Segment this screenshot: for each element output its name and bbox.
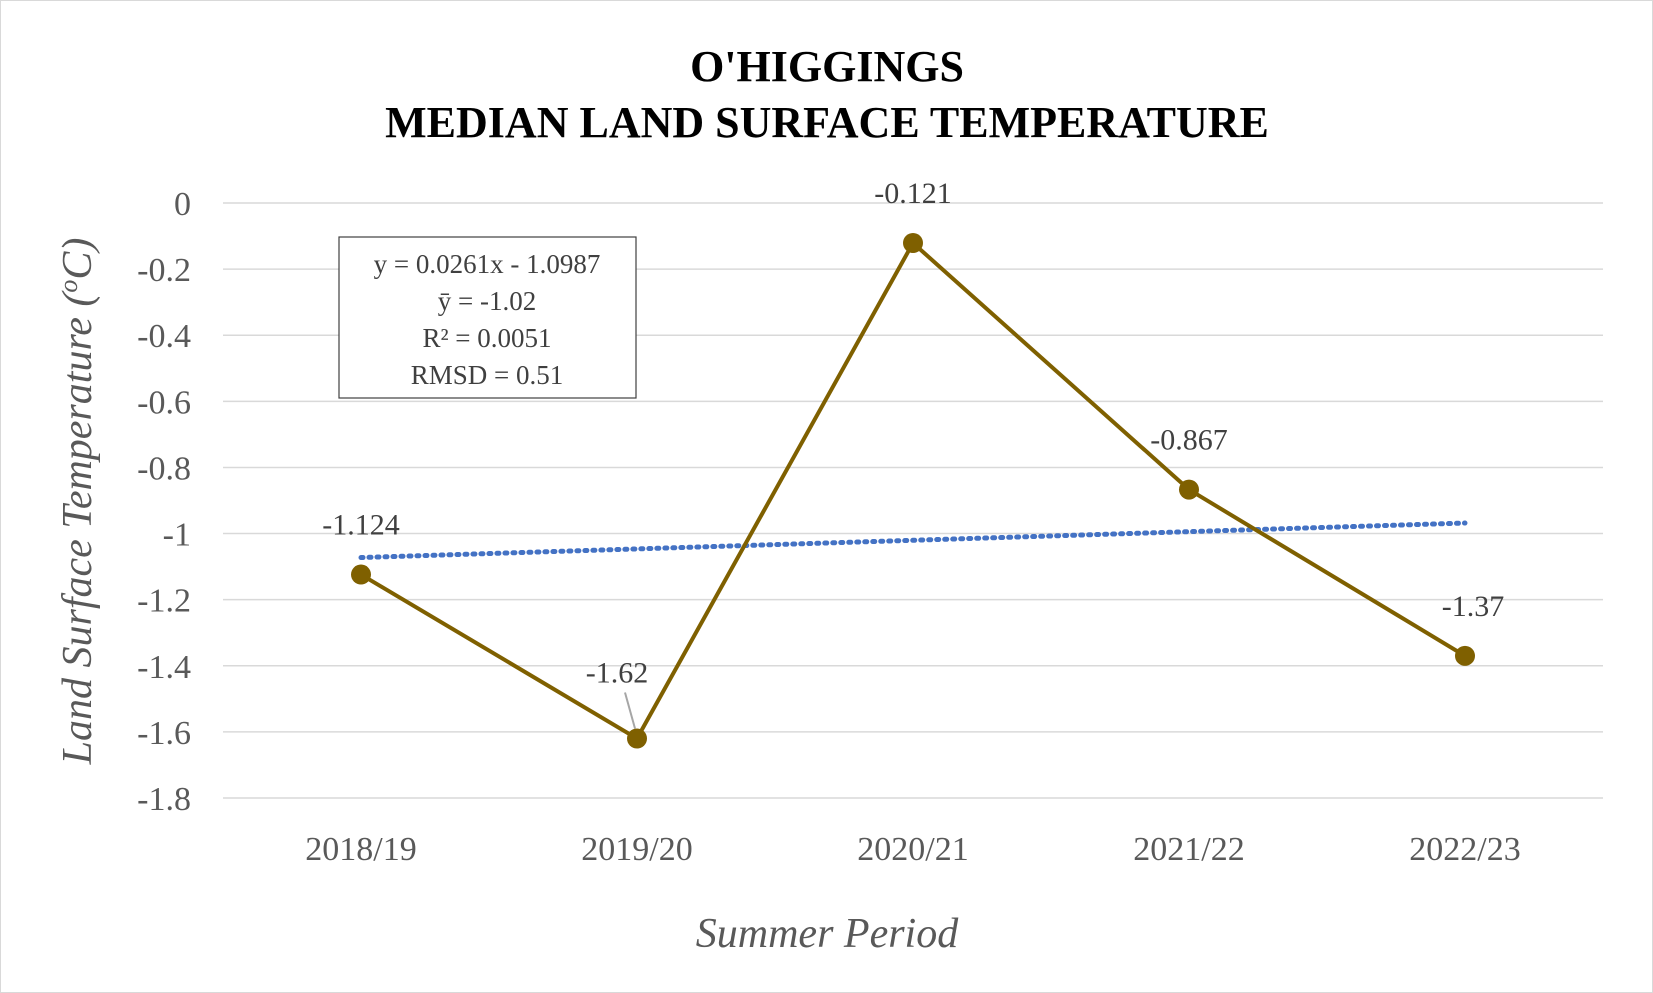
y-axis-label-end: C) — [55, 238, 101, 280]
x-tick-label: 2022/23 — [1409, 831, 1520, 868]
y-axis-label-sup: o — [54, 280, 83, 293]
y-tick-label: -1.4 — [137, 649, 191, 686]
data-point — [1455, 645, 1475, 666]
data-point — [627, 728, 647, 749]
y-axis-label-main: Land Surface Temperature ( — [55, 290, 101, 766]
y-tick-labels: 0 -0.2 -0.4 -0.6 -0.8 -1 -1.2 -1.4 -1.6 -1.8 — [137, 186, 191, 818]
y-tick-label: -1.2 — [137, 583, 191, 620]
stats-box: y = 0.0261x - 1.0987 ȳ = -1.02 R² = 0.00… — [338, 236, 637, 399]
data-labels: -1.124 -1.62 -0.121 -0.867 -1.37 — [322, 177, 1504, 729]
x-tick-label: 2021/22 — [1133, 831, 1244, 868]
stats-box-border — [338, 236, 637, 399]
data-label: -1.62 — [586, 657, 649, 690]
chart-title-line2: MEDIAN LAND SURFACE TEMPERATURE — [385, 98, 1269, 147]
chart-title-line1: O'HIGGINGS — [690, 42, 964, 91]
data-point — [1179, 479, 1199, 500]
data-label-leader — [624, 692, 636, 729]
x-tick-label: 2020/21 — [857, 831, 968, 868]
stats-equation: y = 0.0261x - 1.0987 — [374, 249, 601, 279]
data-label: -0.121 — [874, 177, 952, 210]
y-tick-label: -1 — [163, 517, 191, 554]
y-tick-label: -0.6 — [137, 384, 191, 421]
y-tick-label: -1.6 — [137, 715, 191, 752]
stats-rmsd: RMSD = 0.51 — [411, 360, 564, 390]
y-tick-label: -0.8 — [137, 450, 191, 487]
stats-r2: R² = 0.0051 — [422, 323, 551, 353]
y-tick-label: -0.2 — [137, 252, 191, 289]
x-tick-label: 2019/20 — [581, 831, 692, 868]
x-tick-label: 2018/19 — [305, 831, 416, 868]
data-label: -0.867 — [1150, 424, 1228, 457]
y-tick-label: 0 — [174, 186, 191, 223]
x-tick-labels: 2018/19 2019/20 2020/21 2021/22 2022/23 — [305, 831, 1520, 868]
stats-mean: ȳ = -1.02 — [438, 286, 536, 316]
data-label: -1.124 — [322, 509, 400, 542]
y-tick-label: -1.8 — [137, 781, 191, 818]
series-line — [351, 232, 1475, 749]
y-tick-label: -0.4 — [137, 318, 191, 355]
trendline-path — [358, 520, 1468, 561]
y-axis-label: Land Surface Temperature (oC) — [54, 238, 101, 766]
trendline — [358, 520, 1468, 561]
data-point — [903, 232, 923, 253]
data-point — [351, 564, 371, 585]
x-axis-label: Summer Period — [696, 911, 959, 957]
data-label: -1.37 — [1442, 590, 1505, 623]
